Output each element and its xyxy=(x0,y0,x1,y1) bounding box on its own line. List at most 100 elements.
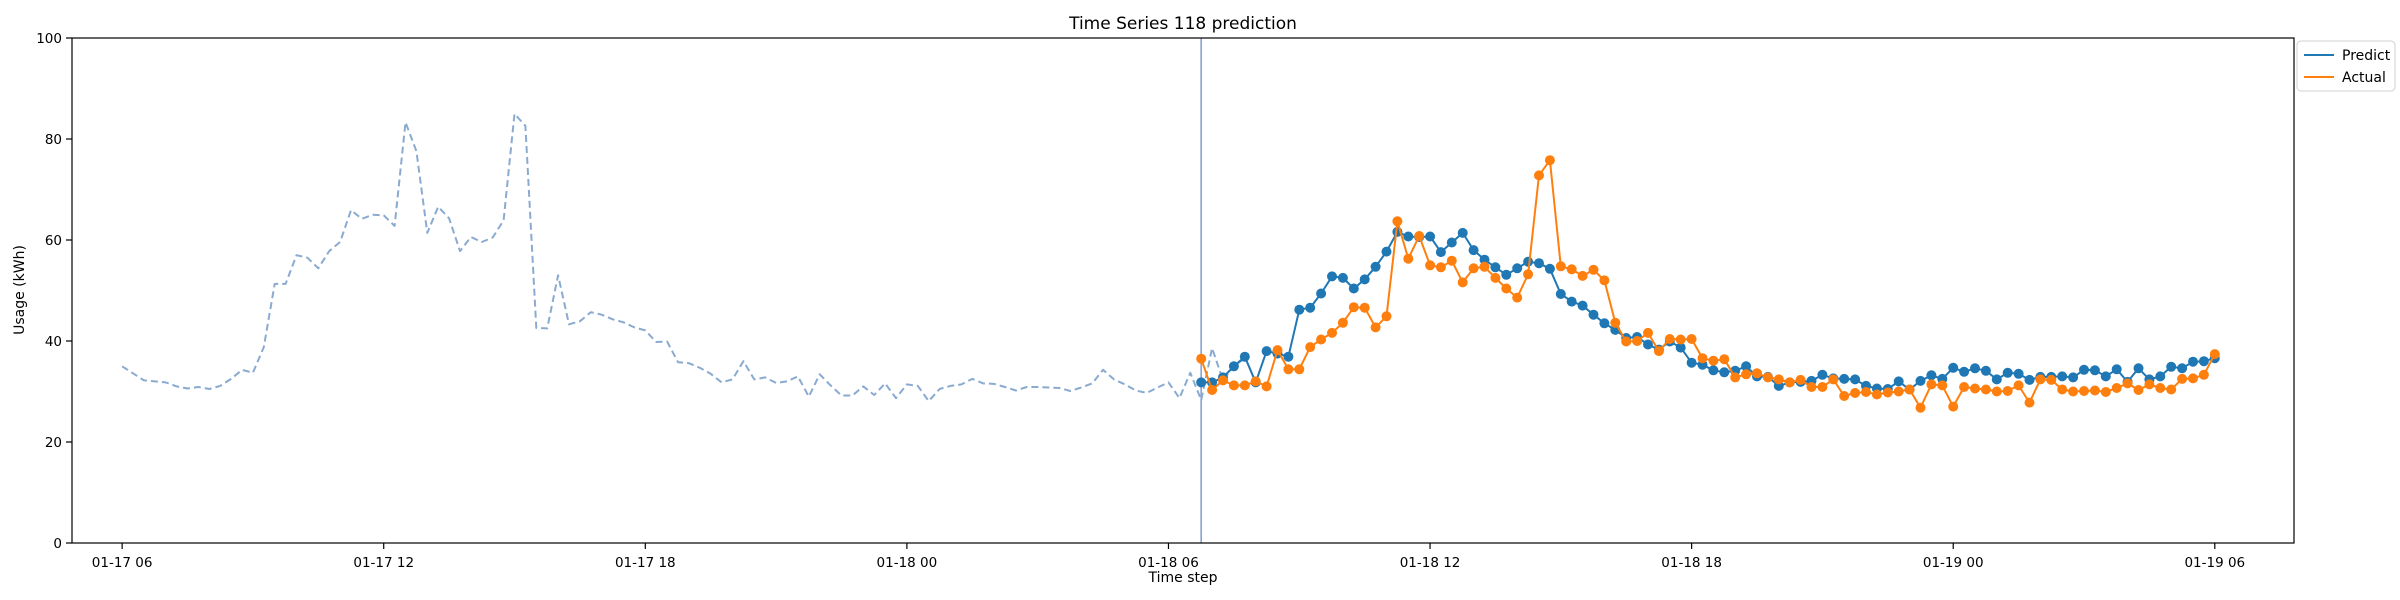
data-point-actual xyxy=(1719,354,1730,365)
data-point-actual xyxy=(1577,270,1588,281)
data-point-actual xyxy=(1294,364,1305,375)
data-point-actual xyxy=(2046,374,2057,385)
data-point-actual xyxy=(1534,170,1544,181)
x-tick-label: 01-19 06 xyxy=(2184,555,2245,571)
data-point-actual xyxy=(2068,386,2079,397)
data-point-actual xyxy=(1708,355,1719,366)
data-point-predict xyxy=(1599,318,1610,329)
data-point-actual xyxy=(1512,292,1523,303)
x-tick-label: 01-18 12 xyxy=(1400,555,1461,571)
data-point-actual xyxy=(1980,384,1991,395)
data-point-actual xyxy=(1643,327,1653,338)
series-line-predict xyxy=(1201,230,2216,391)
data-point-actual xyxy=(1784,377,1795,388)
data-point-predict xyxy=(1468,245,1479,256)
data-point-actual xyxy=(1675,334,1686,345)
data-point-actual xyxy=(1621,336,1632,347)
data-point-predict xyxy=(1348,283,1359,294)
x-axis: 01-17 06 01-17 12 01-17 18 01-18 00 01-18 06… xyxy=(92,543,2245,571)
data-point-actual xyxy=(1566,264,1577,275)
data-point-actual xyxy=(1239,380,1250,391)
data-point-actual xyxy=(1795,374,1806,385)
data-point-predict xyxy=(1893,376,1904,387)
data-point-actual xyxy=(2057,384,2068,395)
data-point-actual xyxy=(1664,334,1675,344)
data-point-predict xyxy=(1239,351,1250,362)
data-point-actual xyxy=(1697,353,1708,364)
data-point-predict xyxy=(2013,368,2024,379)
data-point-predict xyxy=(2057,371,2068,382)
data-point-predict xyxy=(1294,304,1305,315)
data-point-predict xyxy=(1501,269,1512,280)
data-point-actual xyxy=(1207,385,1218,395)
data-point-predict xyxy=(1708,365,1719,376)
data-point-predict xyxy=(1719,367,1730,378)
data-point-predict xyxy=(1446,237,1457,248)
y-axis: 0 20 40 60 80 100 xyxy=(36,31,72,552)
data-point-predict xyxy=(1316,288,1327,299)
data-point-actual xyxy=(2089,385,2100,396)
data-point-actual xyxy=(2079,386,2089,396)
data-point-actual xyxy=(1348,302,1359,313)
data-point-predict xyxy=(1675,342,1686,353)
data-point-predict xyxy=(1370,261,1381,272)
data-point-actual xyxy=(2188,373,2198,384)
data-point-actual xyxy=(1261,381,1272,392)
data-point-actual xyxy=(1817,382,1828,392)
y-tick-label: 80 xyxy=(45,132,62,148)
x-tick-label: 01-18 06 xyxy=(1138,555,1199,571)
data-point-predict xyxy=(1959,366,1970,377)
data-point-actual xyxy=(1588,264,1599,275)
x-tick-label: 01-19 00 xyxy=(1923,555,1984,571)
data-point-actual xyxy=(1446,255,1457,266)
data-point-predict xyxy=(1741,361,1752,372)
x-tick-label: 01-17 06 xyxy=(92,555,153,571)
data-point-actual xyxy=(2024,397,2035,408)
data-point-predict xyxy=(2068,372,2079,383)
data-point-predict xyxy=(1337,272,1348,283)
data-point-actual xyxy=(1337,317,1348,328)
data-point-predict xyxy=(2002,367,2013,378)
data-point-predict xyxy=(1643,339,1653,350)
data-point-predict xyxy=(2166,361,2177,372)
data-point-predict xyxy=(1425,231,1436,242)
data-point-actual xyxy=(1991,386,2002,397)
data-point-predict xyxy=(2133,363,2144,374)
y-axis-label: Usage (kWh) xyxy=(12,245,28,335)
data-point-predict xyxy=(1283,351,1294,362)
data-point-actual xyxy=(1381,311,1392,322)
data-point-actual xyxy=(1435,262,1446,273)
data-point-actual xyxy=(1283,364,1294,375)
data-point-predict xyxy=(1566,296,1577,307)
plot-frame xyxy=(71,37,2295,544)
data-point-actual xyxy=(1544,155,1555,166)
data-point-predict xyxy=(1577,300,1588,311)
data-point-predict xyxy=(1327,271,1337,282)
data-point-actual xyxy=(1632,336,1643,346)
data-point-actual xyxy=(2133,385,2144,395)
data-point-predict xyxy=(2177,363,2188,374)
data-point-predict xyxy=(1686,357,1697,368)
y-tick-label: 100 xyxy=(36,31,62,47)
data-point-predict xyxy=(2089,365,2100,376)
x-tick-label: 01-17 12 xyxy=(353,555,414,571)
data-point-actual xyxy=(1861,387,1871,397)
data-point-actual xyxy=(1359,302,1370,313)
data-point-predict xyxy=(1544,263,1555,274)
y-tick-label: 40 xyxy=(45,334,62,350)
series-line-actual xyxy=(1200,159,2216,409)
data-point-actual xyxy=(1305,342,1316,353)
data-point-actual xyxy=(1806,382,1817,392)
data-point-actual xyxy=(1327,327,1337,338)
data-point-actual xyxy=(1316,334,1327,345)
data-point-actual xyxy=(1501,283,1512,294)
x-axis-label: Time step xyxy=(1148,570,1218,586)
data-point-actual xyxy=(2111,383,2122,393)
data-point-actual xyxy=(1762,372,1773,383)
data-point-actual xyxy=(1915,402,1926,413)
data-point-predict xyxy=(1850,374,1861,385)
data-point-predict xyxy=(1817,369,1828,380)
data-point-predict xyxy=(1534,258,1544,269)
y-tick-label: 20 xyxy=(45,435,62,451)
data-point-actual xyxy=(1741,369,1752,380)
